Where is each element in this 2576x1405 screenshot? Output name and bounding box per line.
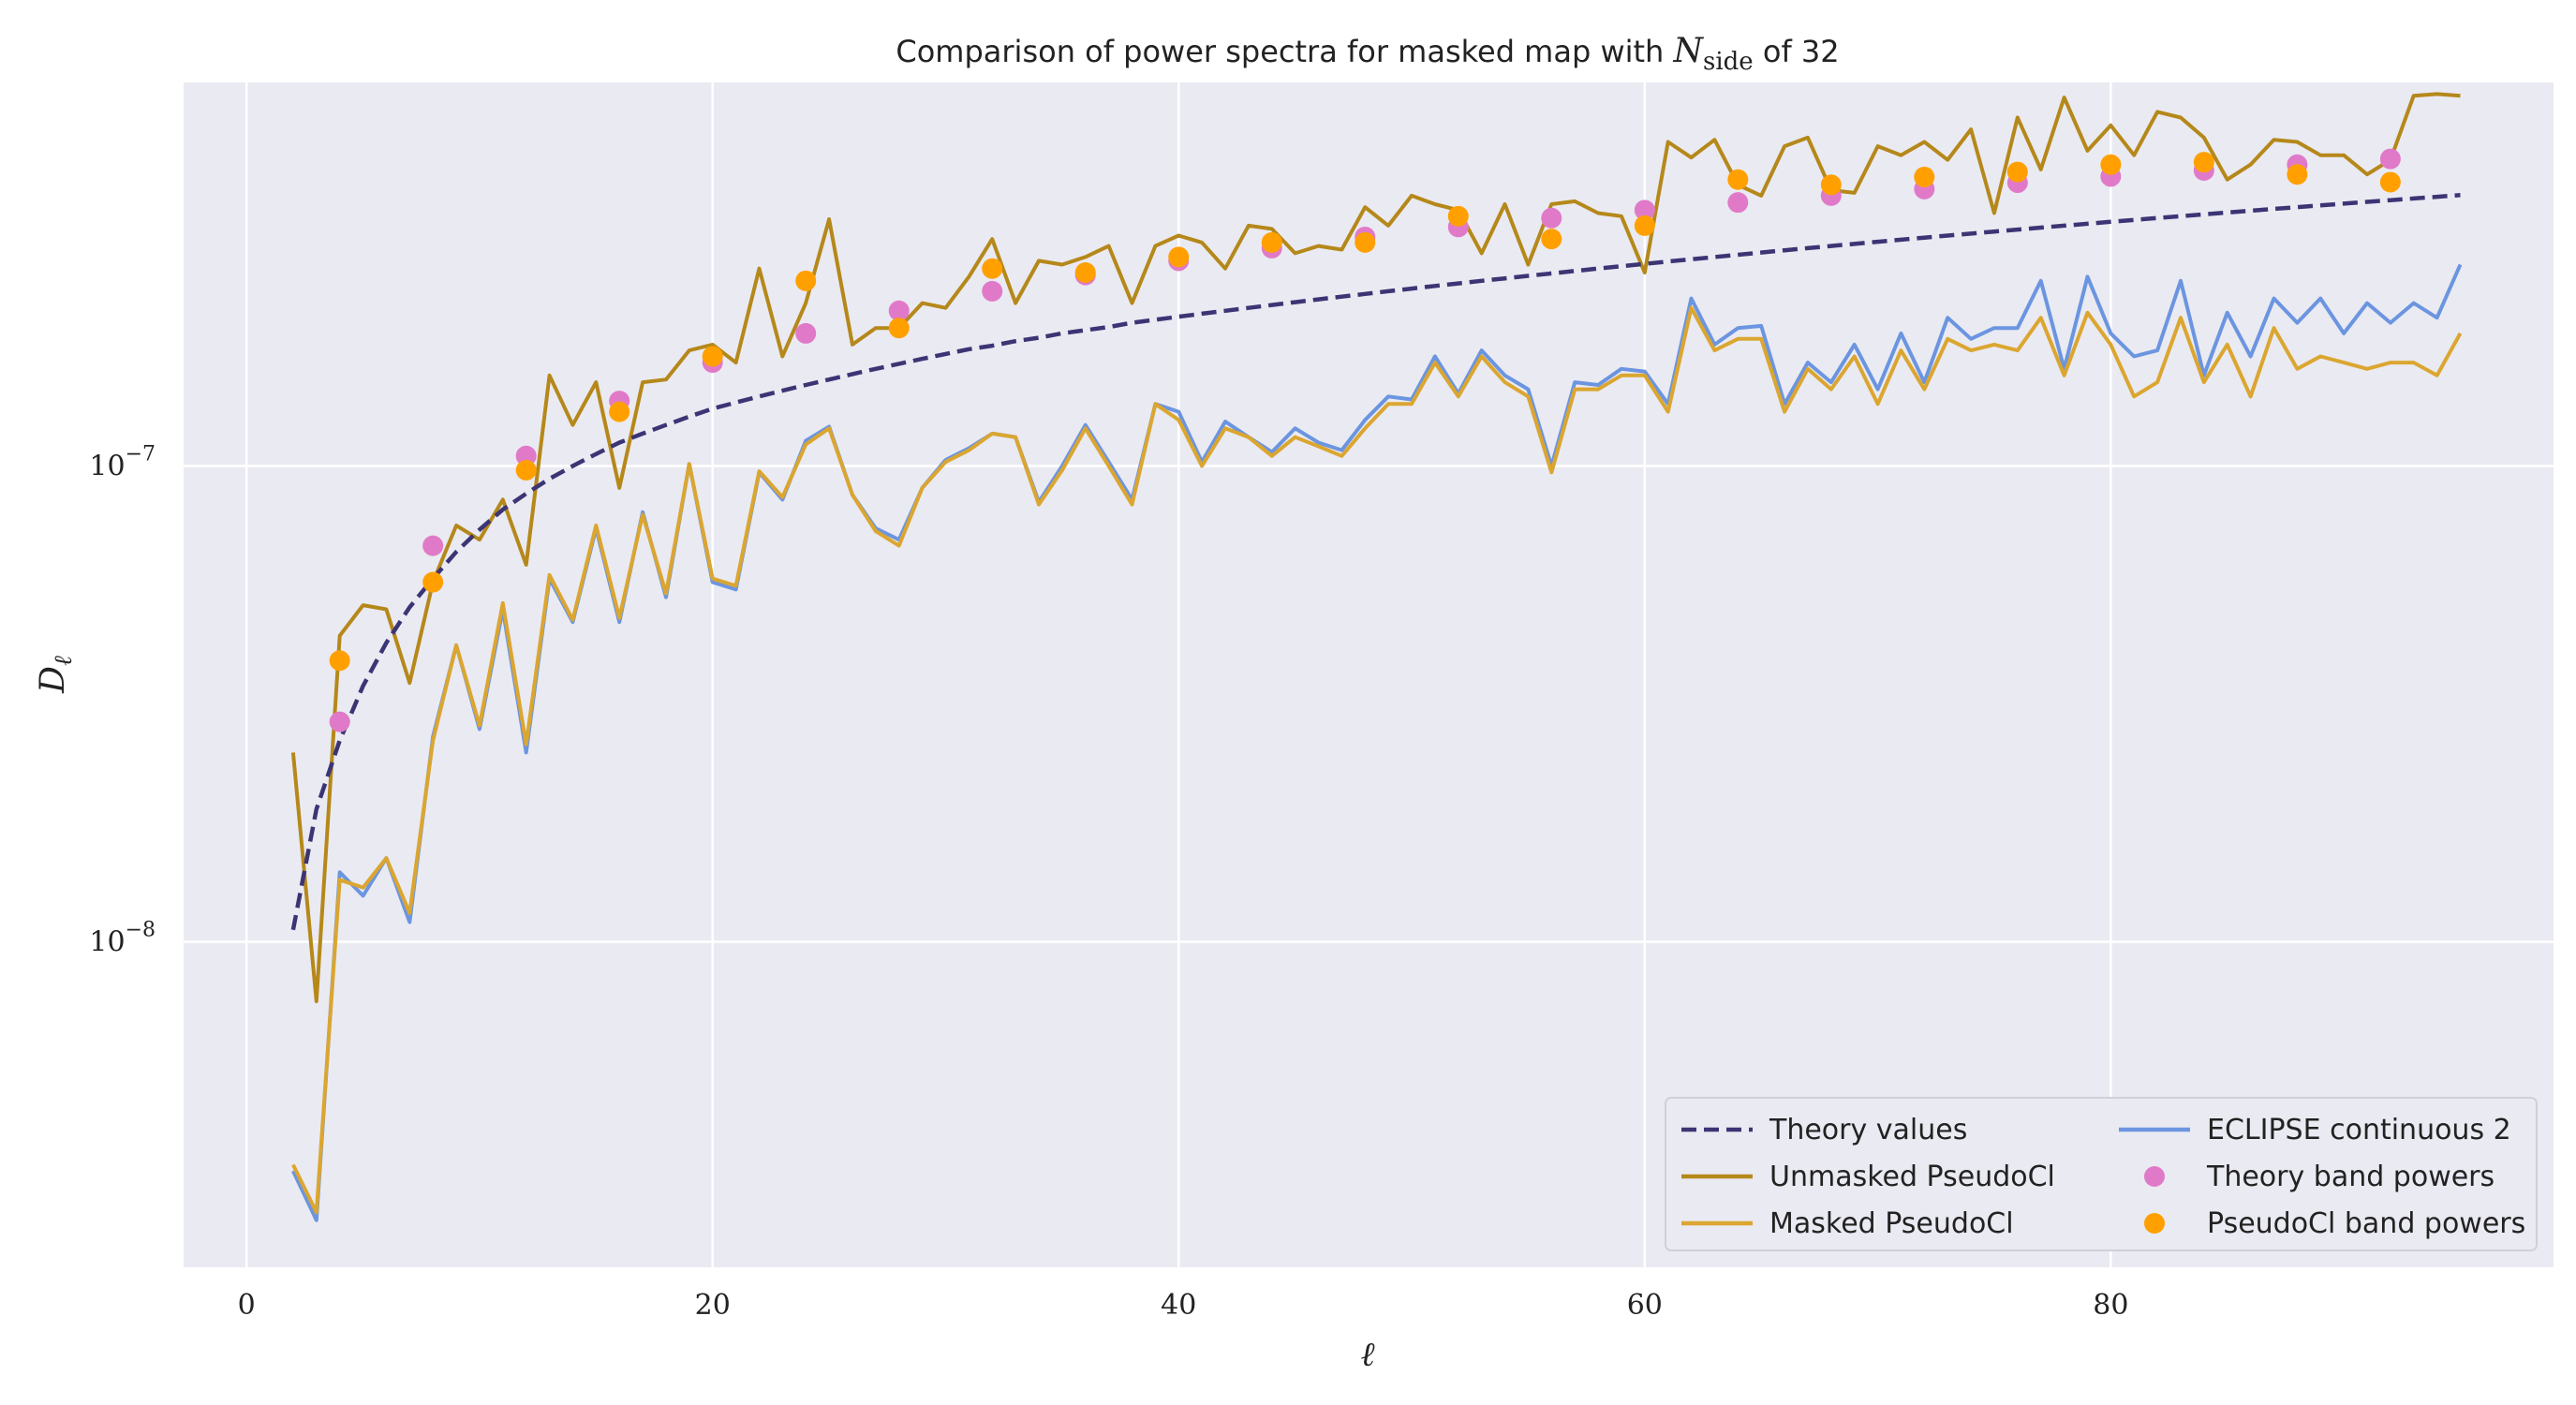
legend-item-pseudo_bp: PseudoCl band powers xyxy=(2144,1207,2525,1240)
point-theory_bp xyxy=(888,300,910,321)
y-tick-label: 10−8 xyxy=(89,919,155,959)
chart-title-sub: side xyxy=(1703,48,1754,76)
legend-swatch xyxy=(2144,1166,2165,1187)
chart-title-prefix: Comparison of power spectra for masked m… xyxy=(896,34,1673,69)
point-pseudo_bp xyxy=(1541,229,1562,250)
x-axis-ticks: 0 20 40 60 80 xyxy=(238,1289,2129,1322)
point-pseudo_bp xyxy=(702,346,723,367)
point-pseudo_bp xyxy=(795,270,817,291)
y-axis-label: Dℓ xyxy=(34,656,78,694)
x-tick-label: 0 xyxy=(238,1289,256,1322)
series-line-masked xyxy=(291,305,2463,1215)
point-pseudo_bp xyxy=(2006,161,2028,183)
x-tick-label: 80 xyxy=(2093,1289,2128,1322)
legend-label: Theory values xyxy=(1769,1114,1967,1146)
y-tick-label: 10−7 xyxy=(89,443,155,483)
point-pseudo_bp xyxy=(1634,214,1655,236)
legend-swatch xyxy=(2144,1213,2165,1234)
legend-label: Theory band powers xyxy=(2206,1161,2495,1193)
point-pseudo_bp xyxy=(888,318,910,339)
point-pseudo_bp xyxy=(329,650,350,672)
point-pseudo_bp xyxy=(2193,152,2214,173)
series-line-unmasked xyxy=(290,92,2461,1003)
plot-background xyxy=(184,82,2554,1267)
legend-item-masked: Masked PseudoCl xyxy=(1681,1207,2014,1240)
grid xyxy=(184,82,2554,1267)
point-pseudo_bp xyxy=(1914,166,1935,187)
point-pseudo_bp xyxy=(1355,231,1376,253)
point-pseudo_bp xyxy=(1261,231,1282,253)
legend-label: ECLIPSE continuous 2 xyxy=(2207,1114,2511,1146)
y-axis-label-var: D xyxy=(34,666,72,694)
legend-item-theory_bp: Theory band powers xyxy=(2144,1161,2495,1193)
point-theory_bp xyxy=(515,445,537,466)
legend-label: Unmasked PseudoCl xyxy=(1769,1161,2055,1193)
y-axis-label-sub: ℓ xyxy=(50,656,78,666)
point-theory_bp xyxy=(1727,192,1749,214)
point-theory_bp xyxy=(795,322,817,344)
legend-label: PseudoCl band powers xyxy=(2207,1207,2525,1240)
legend-label: Masked PseudoCl xyxy=(1769,1207,2014,1240)
point-theory_bp xyxy=(1634,200,1655,221)
x-tick-label: 40 xyxy=(1161,1289,1196,1322)
point-theory_bp xyxy=(422,535,444,556)
x-axis-label: ℓ xyxy=(1361,1336,1375,1374)
point-theory_bp xyxy=(2379,148,2401,170)
point-pseudo_bp xyxy=(2100,154,2122,175)
series-layer xyxy=(290,92,2463,1222)
point-pseudo_bp xyxy=(982,258,1003,279)
point-pseudo_bp xyxy=(1074,262,1096,284)
series-line-theory xyxy=(290,193,2461,931)
point-pseudo_bp xyxy=(1447,205,1469,227)
chart-title-var: N xyxy=(1673,32,1705,70)
y-axis-ticks: 10−8 10−7 xyxy=(89,443,155,959)
point-pseudo_bp xyxy=(609,401,630,422)
point-pseudo_bp xyxy=(1820,174,1842,196)
chart-title: Comparison of power spectra for masked m… xyxy=(896,32,1839,76)
point-pseudo_bp xyxy=(422,571,444,593)
legend: Theory values Unmasked PseudoCl Masked Pse… xyxy=(1665,1097,2538,1251)
point-pseudo_bp xyxy=(1727,169,1749,190)
point-pseudo_bp xyxy=(2287,164,2308,185)
legend-item-eclipse: ECLIPSE continuous 2 xyxy=(2119,1114,2511,1146)
point-pseudo_bp xyxy=(2379,171,2401,193)
chart-title-suffix: of 32 xyxy=(1754,34,1840,69)
points-layer xyxy=(329,148,2401,732)
point-theory_bp xyxy=(982,280,1003,302)
point-pseudo_bp xyxy=(515,459,537,481)
point-theory_bp xyxy=(1541,207,1562,229)
point-pseudo_bp xyxy=(1168,246,1190,268)
legend-box xyxy=(1665,1097,2538,1251)
point-theory_bp xyxy=(329,711,350,732)
x-tick-label: 20 xyxy=(695,1289,731,1322)
legend-item-theory: Theory values xyxy=(1681,1114,1967,1146)
legend-item-unmasked: Unmasked PseudoCl xyxy=(1681,1161,2055,1193)
x-tick-label: 60 xyxy=(1627,1289,1663,1322)
